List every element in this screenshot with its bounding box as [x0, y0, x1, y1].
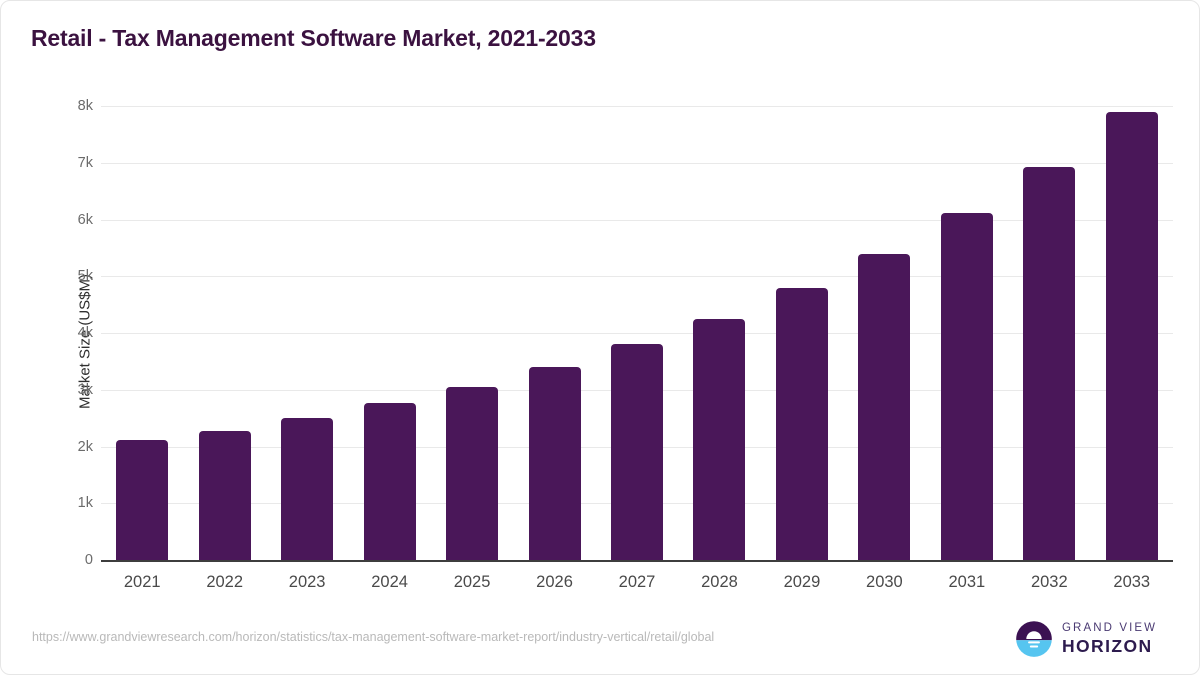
- x-axis-tick-label: 2031: [948, 573, 986, 591]
- gridline: [101, 276, 1173, 278]
- bar[interactable]: [1023, 166, 1076, 560]
- x-axis-tick-label: 2021: [123, 573, 161, 591]
- bar[interactable]: [693, 318, 746, 560]
- gridline: [101, 162, 1173, 164]
- x-axis-tick-label: 2028: [701, 573, 738, 591]
- x-axis-tick-label: 2027: [618, 573, 656, 591]
- x-axis-tick-label: 2033: [1113, 573, 1151, 591]
- y-axis-tick-label: 3k: [77, 381, 93, 398]
- bar[interactable]: [446, 386, 499, 560]
- brand-logo-line-1: GRAND VIEW: [1062, 622, 1158, 634]
- plot-area: [101, 106, 1173, 560]
- x-axis-tick-label: 2023: [288, 573, 326, 591]
- bar[interactable]: [775, 287, 828, 560]
- gridline: [101, 219, 1173, 221]
- bar[interactable]: [940, 212, 993, 560]
- brand-logo: GRAND VIEW HORIZON: [1015, 620, 1157, 658]
- x-axis-tick-label: 2024: [371, 573, 408, 591]
- y-axis-tick-label: 7k: [77, 154, 93, 171]
- y-axis-tick-label: 5k: [77, 268, 93, 285]
- x-axis-tick-label: 2029: [783, 573, 821, 591]
- y-axis-tick-label: 0: [84, 552, 93, 568]
- y-axis-tick-label: 4k: [77, 325, 93, 341]
- x-axis-tick-label: 2022: [206, 573, 244, 591]
- x-axis-tick-label: 2032: [1030, 573, 1068, 591]
- y-axis-tick-label: 6k: [77, 211, 93, 228]
- brand-logo-text: GRAND VIEW HORIZON: [1062, 622, 1158, 656]
- bar[interactable]: [281, 418, 334, 560]
- page-title: Retail - Tax Management Software Market,…: [31, 25, 596, 51]
- bar[interactable]: [611, 344, 663, 560]
- bar[interactable]: [363, 402, 416, 560]
- gridline: [101, 333, 1173, 334]
- y-axis-tick-label: 1k: [77, 495, 93, 512]
- x-axis-tick-label: 2026: [536, 573, 573, 591]
- brand-logo-line-2: HORIZON: [1062, 635, 1153, 656]
- bar[interactable]: [858, 253, 911, 560]
- x-axis-tick-label: 2030: [866, 573, 903, 591]
- source-url[interactable]: https://www.grandviewresearch.com/horizo…: [32, 630, 715, 644]
- x-axis-line: [101, 560, 1173, 562]
- gridline: [101, 106, 1173, 107]
- y-axis-tick-label: 8k: [77, 98, 93, 114]
- x-axis-tick-label: 2025: [453, 573, 491, 591]
- bar[interactable]: [1105, 111, 1158, 560]
- bar[interactable]: [198, 430, 251, 560]
- y-axis-tick-label: 2k: [77, 438, 93, 455]
- grand-view-horizon-logo-icon: [1016, 621, 1052, 657]
- bar[interactable]: [528, 367, 581, 560]
- bar[interactable]: [116, 439, 169, 560]
